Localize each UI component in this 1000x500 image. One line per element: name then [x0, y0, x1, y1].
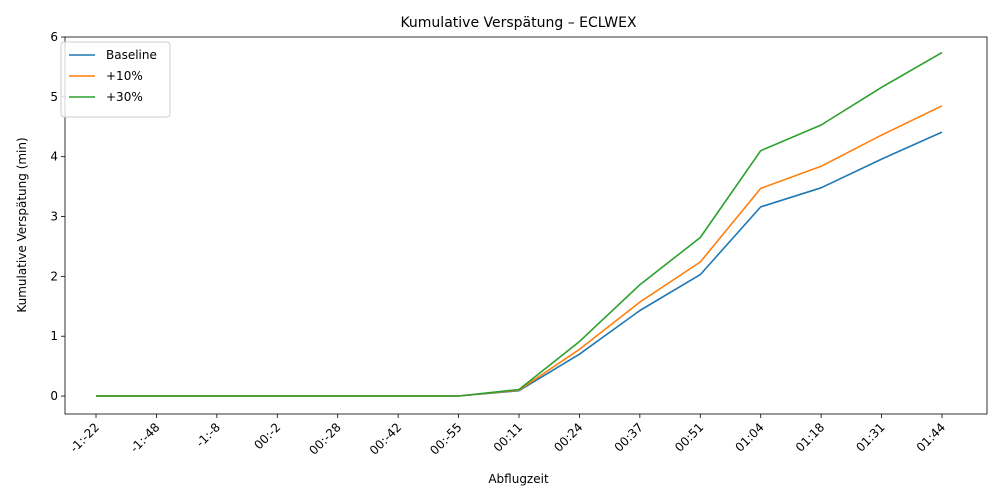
legend-label-0: Baseline	[106, 48, 157, 62]
y-tick-label-4: 4	[50, 150, 58, 164]
y-tick-label-5: 5	[50, 90, 58, 104]
legend-box	[60, 41, 171, 118]
chart-title: Kumulative Verspätung – ECLWEX	[400, 15, 637, 31]
y-axis-label: Kumulative Verspätung (min)	[15, 137, 29, 312]
legend-label-2: +30%	[106, 90, 143, 104]
y-tick-label-2: 2	[50, 269, 58, 283]
legend: Baseline +10% +30%	[60, 41, 171, 118]
y-tick-label-6: 6	[50, 30, 58, 44]
y-tick-label-1: 1	[50, 329, 58, 343]
axes-frame	[64, 36, 988, 415]
y-tick-label-0: 0	[50, 389, 58, 403]
legend-label-1: +10%	[106, 69, 143, 83]
series-line-2	[96, 51, 943, 397]
x-axis-label: Abflugzeit	[488, 472, 549, 486]
y-tick-label-3: 3	[50, 210, 58, 224]
